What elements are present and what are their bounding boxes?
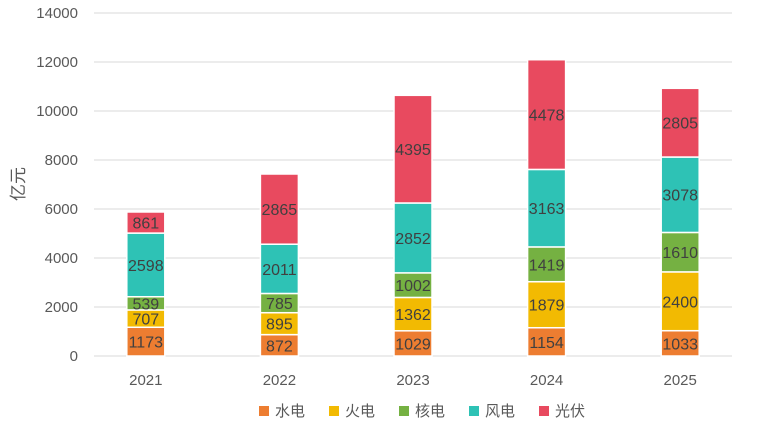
- bar-segment: [126, 211, 166, 234]
- legend: 水电 火电 核电 风电 光伏: [259, 402, 585, 420]
- bar-segment: [526, 280, 567, 329]
- data-label: 4395: [395, 142, 431, 159]
- bar-segment: [126, 326, 166, 357]
- bar-segment: [526, 246, 567, 283]
- data-label: 1419: [529, 257, 565, 274]
- data-label: 1029: [395, 336, 431, 353]
- data-label: 785: [266, 296, 293, 313]
- legend-label: 风电: [485, 402, 515, 420]
- y-tick-label: 4000: [45, 250, 78, 267]
- data-label: 539: [132, 296, 159, 313]
- bar-segment: [660, 156, 700, 234]
- legend-swatch: [259, 406, 269, 416]
- data-label: 2805: [662, 116, 698, 133]
- legend-swatch: [399, 406, 409, 416]
- y-tick-label: 2000: [45, 299, 78, 316]
- y-tick-label: 6000: [45, 201, 78, 218]
- y-axis-ticks: 0 2000 4000 6000 8000 10000 12000 14000: [36, 5, 78, 365]
- data-label: 872: [266, 338, 293, 355]
- data-label: 1879: [529, 298, 565, 315]
- data-label: 2598: [128, 258, 164, 275]
- data-label: 3163: [529, 201, 565, 218]
- y-tick-label: 12000: [36, 54, 78, 71]
- y-tick-label: 10000: [36, 103, 78, 120]
- data-label: 1362: [395, 307, 431, 324]
- data-label: 895: [266, 317, 293, 334]
- data-label: 2865: [262, 202, 298, 219]
- data-label: 2400: [662, 294, 698, 311]
- bar-segment: [393, 94, 433, 204]
- data-label: 707: [132, 312, 159, 329]
- y-axis-title: 亿元: [9, 167, 29, 201]
- x-axis-ticks: 2021 2022 2023 2024 2025: [129, 372, 697, 389]
- data-label: 2852: [395, 231, 431, 248]
- bar-segment: [126, 232, 166, 298]
- data-label: 4478: [529, 108, 565, 125]
- legend-swatch: [329, 406, 339, 416]
- x-tick-label: 2023: [396, 372, 429, 389]
- data-label: 1173: [129, 335, 164, 352]
- data-label: 3078: [662, 188, 698, 205]
- x-tick-label: 2022: [263, 372, 296, 389]
- data-label: 1610: [662, 245, 698, 262]
- bar-segment: [259, 243, 300, 295]
- x-tick-label: 2025: [664, 372, 697, 389]
- data-label: 1154: [529, 335, 564, 352]
- bar-segment: [393, 272, 433, 299]
- bar-segment: [393, 330, 433, 357]
- legend-swatch: [539, 406, 549, 416]
- bar-segment: [259, 173, 300, 245]
- legend-label: 核电: [415, 402, 445, 420]
- bar-segment: [660, 87, 700, 158]
- x-tick-label: 2021: [129, 372, 162, 389]
- bars: [126, 58, 700, 357]
- data-label: 1033: [662, 336, 698, 353]
- y-tick-label: 14000: [36, 5, 78, 22]
- legend-swatch: [469, 406, 479, 416]
- x-tick-label: 2024: [530, 372, 563, 389]
- y-tick-label: 8000: [45, 152, 78, 169]
- y-tick-label: 0: [70, 348, 78, 365]
- data-label: 1002: [395, 278, 431, 295]
- bar-segment: [526, 168, 567, 248]
- data-label: 861: [132, 216, 159, 233]
- data-label: 2011: [262, 262, 297, 279]
- legend-label: 火电: [345, 402, 375, 420]
- bar-segment: [393, 296, 433, 332]
- bar-segment: [526, 58, 567, 171]
- legend-label: 水电: [275, 402, 305, 420]
- legend-label: 光伏: [555, 402, 585, 420]
